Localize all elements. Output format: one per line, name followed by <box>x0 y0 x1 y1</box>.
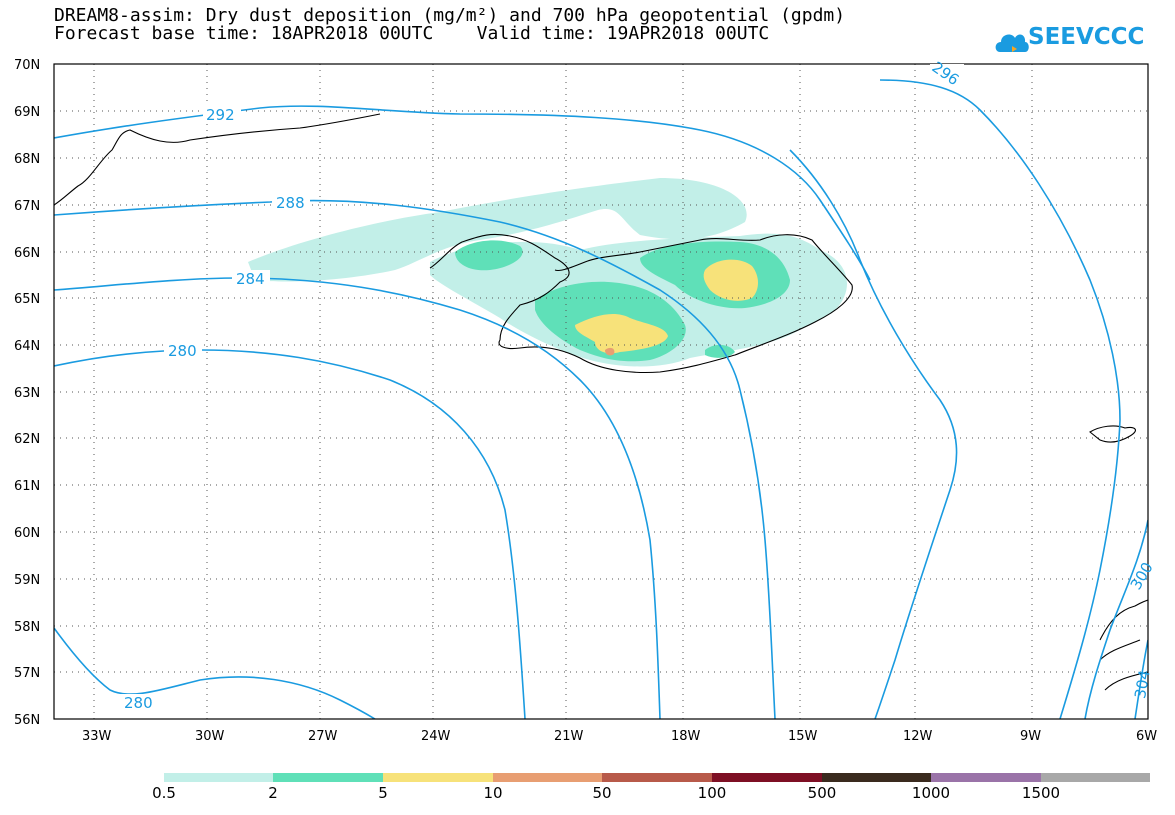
contour-label-288: 288 <box>276 194 305 212</box>
cloud-icon <box>995 34 1029 52</box>
legend-label: 5 <box>378 784 388 802</box>
legend-label: 10 <box>483 784 503 802</box>
grid-lines <box>54 64 1148 719</box>
lat-label: 58N <box>14 620 40 635</box>
legend-swatch <box>164 773 273 782</box>
contour-label-280-south: 280 <box>124 694 153 712</box>
scotland-coast <box>1099 599 1148 691</box>
legend-swatch <box>273 773 383 782</box>
lon-label: 18W <box>671 729 701 744</box>
contour-284 <box>54 277 661 719</box>
lon-label: 15W <box>788 729 818 744</box>
contour-label-292: 292 <box>206 106 235 124</box>
contour-label-300: 300 <box>1127 559 1157 593</box>
lat-label: 68N <box>14 152 40 167</box>
logo-text: SEEVCCC <box>1028 24 1145 50</box>
map-title: DREAM8-assim: Dry dust deposition (mg/m²… <box>54 5 846 26</box>
legend-label: 1000 <box>911 784 951 802</box>
contour-288 <box>54 199 776 719</box>
legend-swatch <box>493 773 602 782</box>
contour-label-284: 284 <box>236 270 265 288</box>
lat-label: 69N <box>14 105 40 120</box>
geopotential-contours <box>54 79 1148 719</box>
dust-shading-10 <box>605 347 615 356</box>
lat-label: 63N <box>14 386 40 401</box>
lat-label: 59N <box>14 573 40 588</box>
contour-label-304: 304 <box>1131 669 1154 700</box>
dust-shading-5 <box>575 259 758 354</box>
legend-swatch <box>1041 773 1150 782</box>
lat-label: 60N <box>14 526 40 541</box>
contour-292-east <box>789 149 958 719</box>
contour-label-280: 280 <box>168 342 197 360</box>
faroe-coast <box>1089 425 1136 443</box>
lat-label: 64N <box>14 339 40 354</box>
legend-swatch <box>602 773 712 782</box>
legend-label: 1500 <box>1021 784 1061 802</box>
contour-304 <box>1134 639 1148 719</box>
lat-label: 62N <box>14 432 40 447</box>
longitude-labels: 33W 30W 27W 24W 21W 18W 15W 12W 9W 6W <box>82 729 1157 744</box>
lat-label: 67N <box>14 199 40 214</box>
lon-label: 33W <box>82 729 112 744</box>
lon-label: 12W <box>903 729 933 744</box>
lon-label: 30W <box>195 729 225 744</box>
lat-label: 65N <box>14 292 40 307</box>
legend-label: 500 <box>807 784 837 802</box>
legend-label: 0.5 <box>152 784 176 802</box>
lon-label: 9W <box>1020 729 1041 744</box>
lat-label: 56N <box>14 713 40 728</box>
contour-280-south <box>54 627 376 719</box>
contour-300 <box>1084 519 1148 719</box>
legend-label: 2 <box>268 784 278 802</box>
legend-swatch <box>822 773 931 782</box>
lon-label: 27W <box>308 729 338 744</box>
lat-label: 70N <box>14 58 40 73</box>
lat-label: 57N <box>14 666 40 681</box>
legend-label: 50 <box>592 784 612 802</box>
coastlines <box>54 113 1148 691</box>
lat-label: 61N <box>14 479 40 494</box>
contour-280-north <box>54 349 526 719</box>
lon-label: 21W <box>554 729 584 744</box>
legend-colorbar <box>164 773 1150 782</box>
contour-labels: 292 288 284 280 280 296 300 304 <box>120 58 1157 712</box>
map-subtitle: Forecast base time: 18APR2018 00UTC Vali… <box>54 23 770 44</box>
legend-swatch <box>712 773 822 782</box>
greenland-coast <box>54 113 381 206</box>
contour-label-296: 296 <box>929 58 963 89</box>
lat-label: 66N <box>14 246 40 261</box>
legend-swatch <box>383 773 493 782</box>
contour-296 <box>879 79 1121 719</box>
latitude-labels: 70N 69N 68N 67N 66N 65N 64N 63N 62N 61N … <box>14 58 40 728</box>
legend-swatch <box>931 773 1041 782</box>
map-frame <box>53 63 1149 720</box>
lon-label: 6W <box>1136 729 1157 744</box>
legend-label: 100 <box>697 784 727 802</box>
iceland-coast <box>429 233 853 374</box>
lon-label: 24W <box>421 729 451 744</box>
